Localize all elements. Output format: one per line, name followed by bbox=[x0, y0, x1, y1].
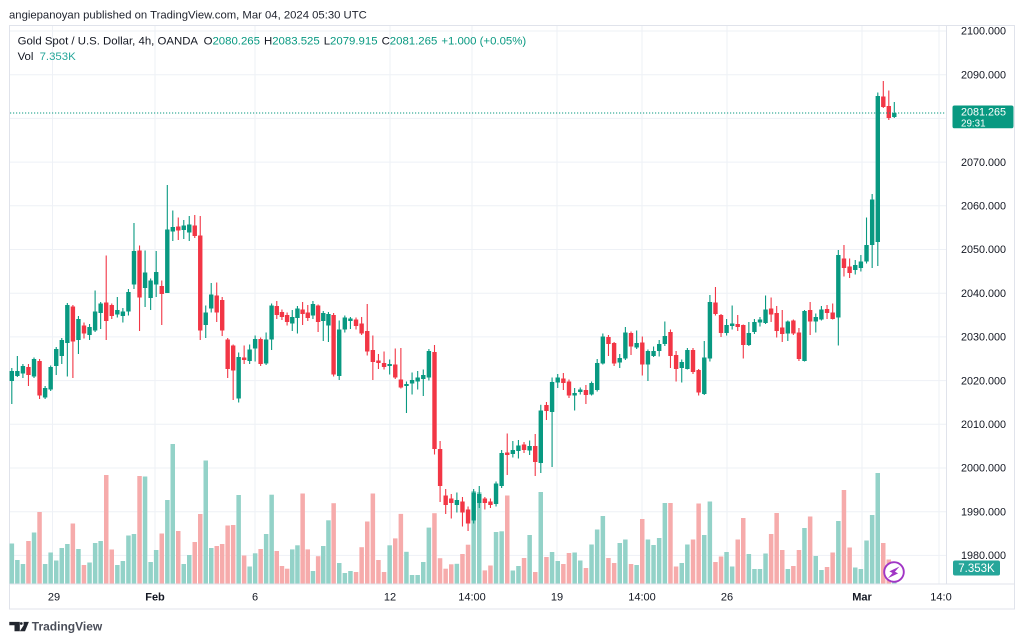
svg-text:29: 29 bbox=[48, 591, 60, 603]
svg-text:2040.000: 2040.000 bbox=[961, 288, 1006, 300]
svg-text:2100.000: 2100.000 bbox=[961, 26, 1006, 38]
svg-text:2060.000: 2060.000 bbox=[961, 201, 1006, 213]
svg-text:6: 6 bbox=[252, 591, 258, 603]
svg-text:2020.000: 2020.000 bbox=[961, 375, 1006, 387]
svg-text:Mar: Mar bbox=[852, 591, 872, 603]
svg-text:Feb: Feb bbox=[145, 591, 165, 603]
svg-text:14:00: 14:00 bbox=[458, 591, 486, 603]
svg-text:26: 26 bbox=[721, 591, 733, 603]
svg-text:2000.000: 2000.000 bbox=[961, 463, 1006, 475]
svg-text:2070.000: 2070.000 bbox=[961, 157, 1006, 169]
svg-text:Gold Spot / U.S. Dollar, 4h, O: Gold Spot / U.S. Dollar, 4h, OANDA O2080… bbox=[18, 36, 527, 48]
svg-text:TradingView: TradingView bbox=[32, 620, 103, 634]
svg-text:2081.265: 2081.265 bbox=[961, 107, 1006, 119]
svg-text:12: 12 bbox=[384, 591, 396, 603]
svg-text:1980.000: 1980.000 bbox=[961, 550, 1006, 562]
svg-text:2050.000: 2050.000 bbox=[961, 244, 1006, 256]
svg-text:29:31: 29:31 bbox=[961, 118, 986, 129]
svg-text:14:00: 14:00 bbox=[628, 591, 656, 603]
svg-text:14:0: 14:0 bbox=[930, 591, 951, 603]
svg-text:angiepanoyan published on Trad: angiepanoyan published on TradingView.co… bbox=[9, 10, 367, 22]
svg-text:2090.000: 2090.000 bbox=[961, 69, 1006, 81]
svg-text:Vol 7.353K: Vol 7.353K bbox=[18, 51, 77, 63]
svg-text:7.353K: 7.353K bbox=[958, 563, 995, 575]
svg-text:2030.000: 2030.000 bbox=[961, 332, 1006, 344]
svg-text:19: 19 bbox=[551, 591, 563, 603]
svg-text:2010.000: 2010.000 bbox=[961, 419, 1006, 431]
svg-text:1990.000: 1990.000 bbox=[961, 506, 1006, 518]
